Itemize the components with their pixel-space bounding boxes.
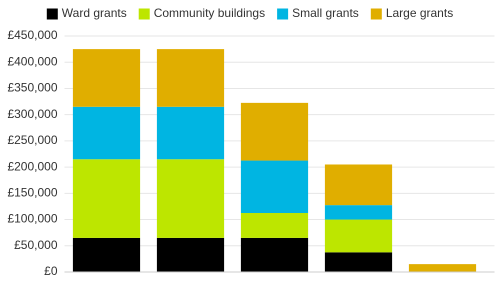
y-tick-label: £100,000 [7,212,57,226]
legend-label: Community buildings [154,6,265,20]
y-tick-label: £300,000 [7,107,57,121]
legend-label: Small grants [292,6,359,20]
bar-segment [324,164,393,206]
legend-label: Large grants [386,6,453,20]
y-tick-label: £400,000 [7,54,57,68]
bar-segment [156,237,225,272]
legend-item[interactable]: Ward grants [46,6,127,20]
legend-item[interactable]: Small grants [277,6,359,20]
y-tick-label: £50,000 [14,238,58,252]
legend-item[interactable]: Large grants [370,6,453,20]
bar-segment [72,49,141,107]
legend-label: Ward grants [62,6,127,20]
bar-segment [324,252,393,272]
legend-swatch [277,8,289,20]
y-tick-label: £0 [44,264,58,278]
legend-swatch [370,8,382,20]
bar-segment [72,237,141,272]
legend-swatch [46,8,58,20]
bar-segment [240,102,309,161]
legend-item[interactable]: Community buildings [138,6,265,20]
bar-segment [240,237,309,272]
y-tick-label: £350,000 [7,81,57,95]
bar-segment [324,205,393,220]
bar-segment [72,159,141,238]
y-tick-label: £450,000 [7,28,57,42]
bar-segment [240,213,309,238]
bar-segment [156,159,225,238]
bar-segment [156,106,225,160]
bar-segment [72,106,141,160]
bar-segment [240,160,309,213]
bar-segment [408,264,477,272]
y-tick-label: £150,000 [7,186,57,200]
bar-segment [324,219,393,253]
legend-swatch [138,8,150,20]
y-tick-label: £200,000 [7,159,57,173]
bar-segment [156,49,225,107]
y-tick-label: £250,000 [7,133,57,147]
